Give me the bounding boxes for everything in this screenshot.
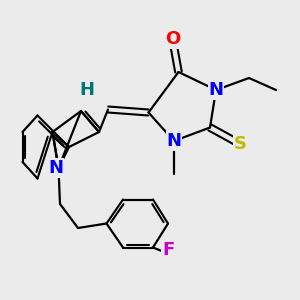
Text: N: N — [208, 81, 224, 99]
Text: S: S — [233, 135, 247, 153]
Text: H: H — [80, 81, 94, 99]
Text: O: O — [165, 30, 180, 48]
Text: F: F — [162, 241, 174, 259]
Text: N: N — [167, 132, 182, 150]
Text: N: N — [48, 159, 63, 177]
